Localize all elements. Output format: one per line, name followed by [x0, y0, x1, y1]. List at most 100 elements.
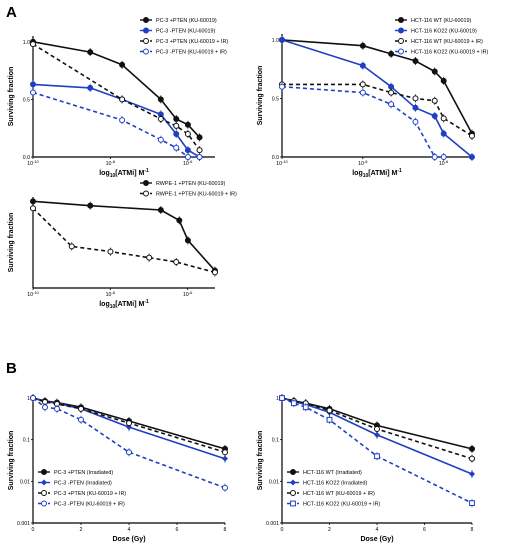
- data-point: [359, 42, 366, 49]
- chart-panel-0: 10-10 10-8 10-6 0.0 0.5 1.0 log10[ATMi] M-1 Sur…: [8, 17, 228, 179]
- data-point: [87, 49, 94, 56]
- x-axis-label: Dose (Gy): [360, 536, 393, 543]
- data-point: [173, 130, 180, 137]
- data-point: [126, 420, 132, 427]
- data-point: [302, 404, 309, 411]
- data-point: [107, 248, 114, 255]
- legend-marker: [143, 38, 149, 44]
- legend-entry: PC-3 -PTEN (Irradiated): [54, 481, 112, 487]
- legend-entry: PC-3 -PTEN (KU-60019 + IR): [156, 50, 227, 56]
- legend-entry: PC-3 +PTEN (KU-60019 + IR): [54, 491, 126, 497]
- data-point: [184, 237, 191, 244]
- x-axis-label: Dose (Gy): [112, 536, 145, 543]
- legend-entry: HCT-116 WT (Irradiated): [303, 470, 362, 476]
- data-point: [440, 130, 447, 137]
- data-point: [119, 96, 126, 103]
- data-point: [42, 404, 48, 411]
- legend-entry: PC-3 -PTEN (KU-60019 + IR): [54, 502, 125, 508]
- y-tick-label: 0.001: [17, 521, 30, 527]
- x-tick-label: 10-10: [276, 159, 288, 167]
- x-tick-label: 10-10: [27, 290, 39, 298]
- x-tick-label: 4: [376, 527, 379, 533]
- data-point: [87, 84, 94, 91]
- y-axis-label: Surviving fraction: [8, 67, 15, 127]
- data-point: [196, 147, 203, 154]
- data-point: [222, 449, 228, 456]
- data-point: [78, 416, 84, 423]
- charts-group: 10-10 10-8 10-6 0.0 0.5 1.0 log10[ATMi] M-1 Sur…: [8, 17, 489, 543]
- data-point: [157, 207, 164, 213]
- legend-marker: [41, 479, 47, 486]
- data-point: [157, 136, 164, 143]
- y-axis-label: Surviving fraction: [257, 66, 264, 126]
- legend-entry: HCT-116 WT (KU-60019 + IR): [411, 39, 483, 45]
- legend-marker: [41, 469, 47, 475]
- data-point: [412, 95, 419, 102]
- data-point: [184, 147, 191, 154]
- legend-entry: RWPE-1 +PTEN (KU-60019): [156, 181, 225, 187]
- data-point: [30, 395, 36, 401]
- data-point: [431, 154, 438, 160]
- data-point: [374, 453, 380, 460]
- legend-entry: HCT-116 KO22 (KU-60019 + IR): [411, 50, 489, 56]
- series-line-3: [281, 85, 444, 158]
- x-axis-label: log10[ATMi] M-1: [99, 299, 149, 310]
- legend-marker: [290, 479, 296, 486]
- data-point: [374, 431, 380, 438]
- data-point: [326, 407, 333, 414]
- legend-marker: [398, 38, 404, 44]
- data-point: [30, 81, 36, 88]
- y-tick-label: 0.5: [23, 97, 30, 103]
- data-point: [469, 455, 475, 462]
- data-point: [440, 154, 447, 160]
- x-tick-label: 10-8: [358, 159, 368, 167]
- legend-entry: PC-3 +PTEN (KU-60019 + IR): [156, 39, 228, 45]
- series-line-2: [282, 83, 473, 137]
- data-point: [222, 455, 228, 462]
- data-point: [173, 259, 180, 265]
- chart-panel-1: 10-10 10-8 10-6 0.0 0.5 1.0 log10[ATMi] M-1 Sur…: [257, 17, 489, 179]
- data-point: [87, 202, 94, 209]
- data-point: [279, 395, 285, 401]
- legend-entry: HCT-116 KO22 (KU-60019 + IR): [303, 502, 381, 508]
- data-point: [68, 243, 75, 250]
- series-line-0: [32, 200, 216, 272]
- x-tick-label: 2: [80, 527, 83, 533]
- data-point: [469, 470, 475, 477]
- data-point: [157, 115, 164, 122]
- data-point: [196, 134, 203, 141]
- x-tick-label: 10-6: [439, 159, 449, 167]
- legend-entry: RWPE-1 +PTEN (KU-60019 + IR): [156, 192, 237, 198]
- data-point: [388, 101, 395, 108]
- legend-entry: HCT-116 KO22 (Irradiated): [303, 481, 368, 487]
- data-point: [184, 154, 191, 160]
- data-point: [388, 89, 395, 96]
- series-line-0: [32, 41, 201, 138]
- data-point: [222, 484, 228, 491]
- chart-panel-2: 10-10 10-8 10-6 log10[ATMi] M-1 Surviving fr…: [8, 180, 237, 310]
- legend-marker: [398, 48, 404, 55]
- legend-entry: PC-3 +PTEN (Irradiated): [54, 470, 113, 476]
- data-point: [30, 198, 36, 205]
- chart-panel-3: 0 2 4 6 8 0.001 0.01 0.1 1 Dose (Gy) Surviving fra…: [8, 394, 228, 543]
- data-point: [173, 122, 180, 129]
- data-point: [78, 405, 84, 412]
- data-point: [431, 68, 438, 75]
- y-tick-label: 1: [27, 396, 30, 402]
- data-point: [440, 77, 447, 84]
- x-axis-label: log10[ATMi] M-1: [99, 168, 149, 179]
- x-tick-label: 4: [128, 527, 131, 533]
- panel-label-b: B: [6, 360, 17, 377]
- y-axis-label: Surviving fraction: [257, 431, 264, 491]
- y-tick-label: 1: [276, 396, 279, 402]
- legend-marker: [143, 180, 149, 186]
- data-point: [184, 121, 191, 128]
- data-point: [469, 500, 475, 507]
- y-tick-label: 0.1: [272, 438, 279, 444]
- legend-marker: [398, 27, 404, 34]
- y-tick-label: 1.0: [272, 38, 279, 44]
- data-point: [388, 50, 395, 57]
- data-point: [469, 445, 475, 452]
- data-point: [279, 83, 285, 90]
- data-point: [184, 130, 191, 137]
